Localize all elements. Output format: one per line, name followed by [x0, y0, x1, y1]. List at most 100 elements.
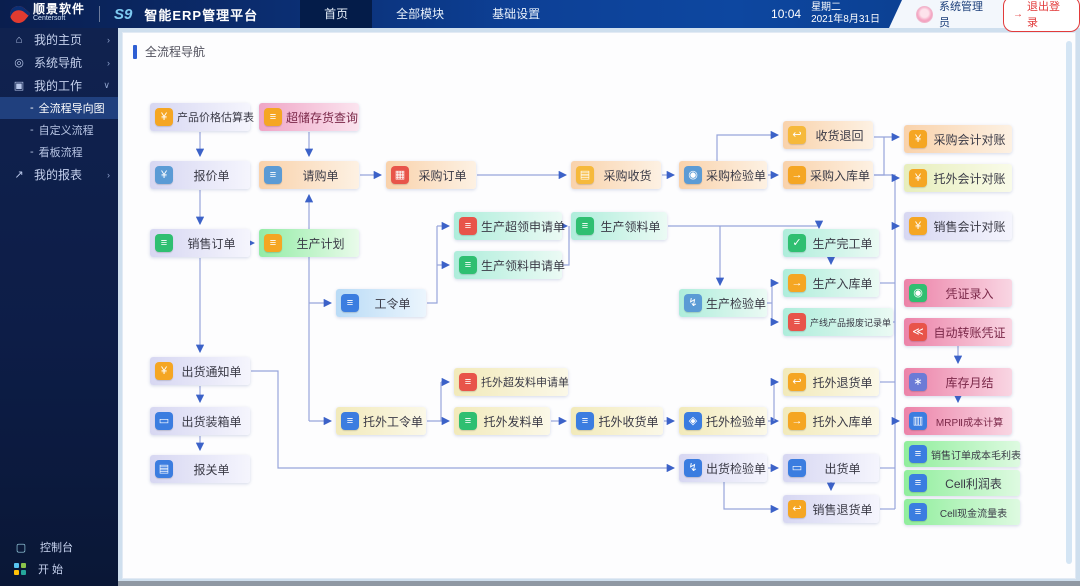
flow-node-label: 生产入库单 — [812, 276, 873, 291]
sidebar-item-1[interactable]: ◎ 系统导航 › — [0, 51, 118, 74]
flow-node-outsource-instock[interactable]: → 托外入库单 — [783, 407, 879, 435]
flow-node-inventory-month-end[interactable]: ∗ 库存月结 — [904, 368, 1012, 396]
flow-node-label: 凭证录入 — [945, 286, 994, 301]
sidebar-item-0[interactable]: ⌂ 我的主页 › — [0, 28, 118, 51]
horizontal-scrollbar[interactable] — [118, 581, 1080, 586]
document-icon: ≡ — [459, 217, 477, 235]
flow-node-sales-account[interactable]: ¥ 销售会计对账 — [904, 212, 1012, 240]
flow-node-label: 产品价格估算表 — [177, 112, 254, 124]
folder-icon: ▤ — [576, 166, 594, 184]
flow-node-label: 托外超发料申请单 — [481, 377, 569, 389]
flow-node-label: 生产完工单 — [812, 236, 873, 251]
flow-node-ship-packing[interactable]: ▭ 出货装箱单 — [150, 407, 250, 435]
return-icon: ↩ — [788, 500, 806, 518]
flow-node-prod-over-request[interactable]: ≡ 生产超领申请单 — [454, 212, 565, 240]
flow-node-label: 库存月结 — [945, 375, 994, 390]
flow-node-outsource-issue[interactable]: ≡ 托外发料单 — [454, 407, 550, 435]
flow-node-outsource-work-order[interactable]: ≡ 托外工令单 — [336, 407, 426, 435]
flow-node-work-order[interactable]: ≡ 工令单 — [336, 289, 426, 317]
flow-node-sales-order[interactable]: ≡ 销售订单 — [150, 229, 250, 257]
flow-node-purchase-order[interactable]: ▦ 采购订单 — [386, 161, 476, 189]
flow-node-label: 自动转账凭证 — [933, 325, 1006, 340]
flow-node-outsource-inspect[interactable]: ◈ 托外检验单 — [679, 407, 767, 435]
time-area: 10:04 星期二 2021年8月31日 — [771, 2, 880, 26]
report-icon: ≡ — [909, 503, 927, 521]
flow-node-prod-complete[interactable]: ✓ 生产完工单 — [783, 229, 879, 257]
flow-node-outsource-receive[interactable]: ≡ 托外收货单 — [571, 407, 663, 435]
flow-node-label: 超储存货查询 — [286, 110, 359, 125]
share-icon: ≪ — [909, 323, 927, 341]
start-button[interactable]: 开 始 — [0, 558, 118, 580]
flow-node-auto-transfer-voucher[interactable]: ≪ 自动转账凭证 — [904, 318, 1012, 346]
flow-node-receive-return[interactable]: ↩ 收货退回 — [783, 121, 873, 149]
flow-node-cell-cashflow-report[interactable]: ≡ Cell现金流量表 — [904, 499, 1020, 525]
flow-node-outsource-over-issue-request[interactable]: ≡ 托外超发料申请单 — [454, 368, 569, 396]
flow-node-price-estimate[interactable]: ¥ 产品价格估算表 — [150, 103, 254, 131]
flow-node-outsource-account[interactable]: ¥ 托外会计对账 — [904, 164, 1012, 192]
start-label: 开 始 — [38, 564, 64, 576]
flow-node-ship-inspect[interactable]: ↯ 出货检验单 — [679, 454, 767, 482]
flow-node-prod-material-issue[interactable]: ≡ 生产领料单 — [571, 212, 667, 240]
sidebar-subitem-2-2[interactable]: - 看板流程 — [0, 141, 118, 163]
start-icon — [14, 563, 26, 575]
document-icon: ≡ — [459, 412, 477, 430]
flow-node-ship-notice[interactable]: ¥ 出货通知单 — [150, 357, 250, 385]
flow-node-purchase-instock[interactable]: → 采购入库单 — [783, 161, 873, 189]
flow-node-prod-inspect[interactable]: ↯ 生产检验单 — [679, 289, 767, 317]
flow-node-overstock-query[interactable]: ≡ 超储存货查询 — [259, 103, 359, 131]
coins-icon: ≡ — [264, 108, 282, 126]
flow-node-prod-instock[interactable]: → 生产入库单 — [783, 269, 879, 297]
report-icon: ≡ — [909, 445, 927, 463]
flow-node-voucher-entry[interactable]: ◉ 凭证录入 — [904, 279, 1012, 307]
report-icon: ≡ — [909, 474, 927, 492]
vertical-scrollbar[interactable] — [1066, 41, 1072, 564]
flow-node-line-scrap-record[interactable]: ≡ 产线产品报废记录单 — [783, 308, 893, 336]
nav-tab-1[interactable]: 全部模块 — [396, 7, 445, 21]
weekday: 星期二 — [811, 2, 842, 13]
flow-node-sales-order-cost-profit[interactable]: ≡ 销售订单成本毛利表 — [904, 441, 1021, 467]
flow-node-production-plan[interactable]: ≡ 生产计划 — [259, 229, 359, 257]
cart-icon: ▦ — [391, 166, 409, 184]
report-icon: ↗ — [14, 169, 24, 181]
sidebar-subitem-label: 全流程导向图 — [38, 103, 105, 115]
logout-button[interactable]: → 退出登录 — [1003, 0, 1080, 32]
nav-tab-2[interactable]: 基础设置 — [492, 7, 541, 21]
flow-node-customs-declaration[interactable]: ▤ 报关单 — [150, 455, 250, 483]
flow-node-purchase-request[interactable]: ≡ 请购单 — [259, 161, 359, 189]
bullet: - — [30, 124, 34, 136]
flow-node-label: 生产计划 — [296, 236, 345, 251]
sidebar-subitem-2-1[interactable]: - 自定义流程 — [0, 119, 118, 141]
sidebar-subitem-2-0[interactable]: - 全流程导向图 — [0, 97, 118, 119]
flow-node-label: Cell利润表 — [945, 476, 1002, 491]
instock-icon: → — [788, 274, 806, 292]
inspect-icon: ◉ — [684, 166, 702, 184]
flow-node-ship-order[interactable]: ▭ 出货单 — [783, 454, 879, 482]
clipboard-icon: ≡ — [341, 412, 359, 430]
document-icon: ≡ — [576, 217, 594, 235]
flow-node-label: 出货单 — [824, 461, 861, 476]
sidebar-item-3[interactable]: ↗ 我的报表 › — [0, 163, 118, 186]
flow-node-sales-return[interactable]: ↩ 销售退货单 — [783, 495, 879, 523]
flow-node-outsource-return[interactable]: ↩ 托外退货单 — [783, 368, 879, 396]
main-content: 全流程导航 ¥ 产品价格估算表 ≡ 超储存货查询 ¥ 报价单 ≡ 请购单 ▦ 采购订单 ▤ 采购收货 ◉… — [118, 28, 1080, 586]
nav-tab-0[interactable]: 首页 — [300, 0, 373, 28]
snowflake-icon: ∗ — [909, 373, 927, 391]
flow-node-purchase-inspect[interactable]: ◉ 采购检验单 — [679, 161, 767, 189]
flow-node-label: 销售退货单 — [812, 502, 873, 517]
instock-icon: → — [788, 166, 806, 184]
flow-node-prod-material-request[interactable]: ≡ 生产领料申请单 — [454, 251, 565, 279]
sidebar-item-label: 我的报表 — [34, 168, 83, 182]
user-area: 系统管理员 → 退出登录 — [889, 0, 1080, 32]
flow-node-cell-profit-report[interactable]: ≡ Cell利润表 — [904, 470, 1020, 496]
sidebar-item-2[interactable]: ▣ 我的工作 ∨ — [0, 74, 118, 97]
flow-node-purchase-account[interactable]: ¥ 采购会计对账 — [904, 125, 1012, 153]
chevron-icon: › — [107, 34, 110, 45]
console-button[interactable]: ▢ 控制台 — [0, 536, 118, 558]
flow-node-label: 托外检验单 — [706, 414, 767, 429]
flow-node-label: 报关单 — [193, 462, 230, 477]
flow-node-quotation[interactable]: ¥ 报价单 — [150, 161, 250, 189]
flow-node-purchase-receive[interactable]: ▤ 采购收货 — [571, 161, 661, 189]
avatar[interactable] — [916, 5, 933, 23]
flow-node-mrp2-cost-calc[interactable]: ▥ MRPⅡ成本计算 — [904, 407, 1012, 435]
divider — [99, 6, 101, 22]
